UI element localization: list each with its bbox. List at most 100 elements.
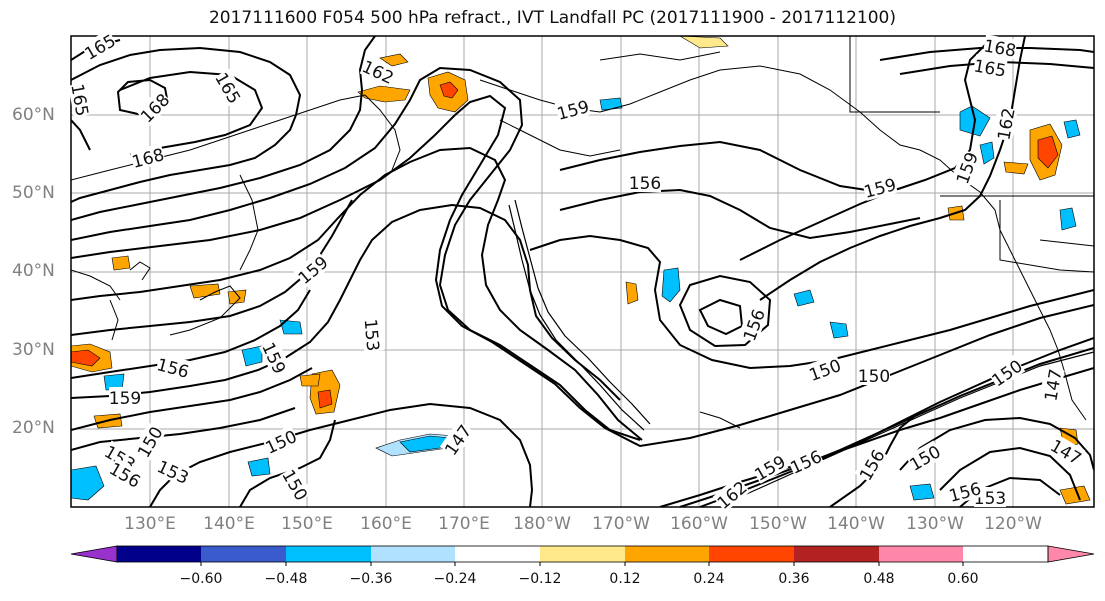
- contour-label-bg: [987, 354, 1026, 390]
- colorbar-tick-label: −0.60: [179, 571, 223, 587]
- lat-label-30n: 30°N: [12, 340, 55, 360]
- contour-label-bg: [293, 251, 332, 288]
- shade-patch: [189, 283, 221, 299]
- lon-label-130e: 130°E: [124, 514, 176, 534]
- contour-label-bg: [361, 318, 385, 352]
- colorbar-extend-min: [70, 545, 118, 563]
- lon-label-160e: 160°E: [360, 514, 412, 534]
- contour-label-bg: [992, 106, 1018, 142]
- colorbar-bin: [371, 546, 455, 562]
- shade-patch: [979, 141, 995, 165]
- colorbar-tick-label: 0.36: [778, 571, 810, 587]
- contour-label-bg: [135, 88, 173, 126]
- contour-label: 159: [109, 389, 141, 409]
- contour-label-bg: [974, 487, 1006, 507]
- lon-label-150e: 150°E: [281, 514, 333, 534]
- contour-label-bg: [905, 440, 944, 474]
- shade-patch: [1003, 161, 1029, 175]
- shade-patch: [439, 81, 459, 99]
- refractivity-contours: [71, 36, 1094, 507]
- contour-label-bg: [982, 34, 1018, 60]
- shade-patch: [1063, 119, 1081, 139]
- contour-label-bg: [946, 477, 983, 505]
- shade-patch: [111, 255, 131, 271]
- map-title: 2017111600 F054 500 hPa refract., IVT La…: [208, 8, 896, 28]
- contour-label-bg: [106, 457, 145, 491]
- colorbar-bin: [117, 546, 201, 562]
- contour-label: 156: [629, 174, 661, 194]
- colorbar-tick-label: 0.24: [693, 571, 725, 587]
- lat-label-50n: 50°N: [12, 183, 55, 203]
- lon-label-150w: 150°W: [749, 514, 807, 534]
- contour-label-bg: [738, 306, 768, 344]
- shade-patch: [317, 389, 333, 409]
- shade-patch: [661, 267, 681, 303]
- colorbar-tick-label: −0.36: [349, 571, 393, 587]
- shade-patch: [357, 85, 411, 103]
- coastlines: [71, 36, 1094, 429]
- contour-label-bg: [750, 450, 789, 484]
- shade-patch: [1037, 135, 1059, 169]
- contour-label-bg: [861, 173, 898, 201]
- contour-label-bg: [854, 445, 888, 484]
- contour-label-bg: [972, 54, 1008, 80]
- contour-label-bg: [439, 420, 475, 459]
- lon-label-130w: 130°W: [906, 514, 964, 534]
- lat-label-40n: 40°N: [12, 261, 55, 281]
- contour-label-bg: [259, 338, 291, 377]
- shade-patch: [793, 289, 815, 307]
- shade-patch: [625, 281, 639, 305]
- colorbar-bin: [455, 546, 540, 562]
- contour-label-bg: [154, 455, 193, 487]
- shade-patch: [227, 289, 247, 305]
- shade-patch: [1059, 207, 1077, 231]
- contour-label-bg: [261, 425, 300, 457]
- contour-label-bg: [554, 95, 591, 123]
- shade-patch: [909, 483, 935, 501]
- colorbar-bin: [709, 546, 794, 562]
- map-frame: [70, 35, 1095, 508]
- contour-label: 150: [858, 367, 890, 387]
- lon-label-140w: 140°W: [827, 514, 885, 534]
- colorbar-tick-label: 0.48: [863, 571, 895, 587]
- contour-label-bg: [786, 445, 825, 477]
- shade-patch: [829, 321, 849, 339]
- colorbar-outline: [116, 545, 1049, 563]
- colorbar-bin: [286, 546, 371, 562]
- contour-label-bg: [951, 149, 981, 187]
- contour-label-bg: [858, 365, 890, 385]
- contour-label-bg: [712, 476, 751, 513]
- shade-patch: [71, 465, 105, 501]
- lon-label-160w: 160°W: [670, 514, 728, 534]
- shade-patch: [241, 345, 263, 367]
- contour-label-bg: [1039, 367, 1065, 403]
- lon-label-170e: 170°E: [438, 514, 490, 534]
- lon-label-170w: 170°W: [592, 514, 650, 534]
- shade-patch: [599, 97, 623, 111]
- contour-label-bg: [132, 422, 166, 461]
- colorbar: [70, 545, 1095, 566]
- lon-label-120w: 120°W: [984, 514, 1042, 534]
- colorbar-tick-label: −0.48: [264, 571, 308, 587]
- colorbar-bin: [879, 546, 963, 562]
- shade-patch: [299, 373, 321, 387]
- contour-label: 165: [66, 82, 91, 117]
- colorbar-tick-label: −0.12: [518, 571, 562, 587]
- contour-label-bg: [279, 465, 313, 504]
- lat-label-60n: 60°N: [12, 105, 55, 125]
- shade-patch: [679, 36, 729, 49]
- colorbar-bin: [201, 546, 286, 562]
- contour-label-bg: [1047, 434, 1086, 468]
- lat-label-20n: 20°N: [12, 418, 55, 438]
- lon-label-140e: 140°E: [203, 514, 255, 534]
- contour-label-bg: [212, 68, 246, 107]
- colorbar-extend-max: [1047, 545, 1095, 563]
- contour-label-bg: [629, 172, 661, 192]
- colorbar-tick-label: 0.12: [609, 571, 641, 587]
- colorbar-bin: [625, 546, 709, 562]
- contour-label-bg: [68, 82, 94, 118]
- contour-label-bg: [359, 55, 398, 87]
- contour-label-bg: [155, 353, 192, 381]
- contour-label: 153: [360, 318, 383, 352]
